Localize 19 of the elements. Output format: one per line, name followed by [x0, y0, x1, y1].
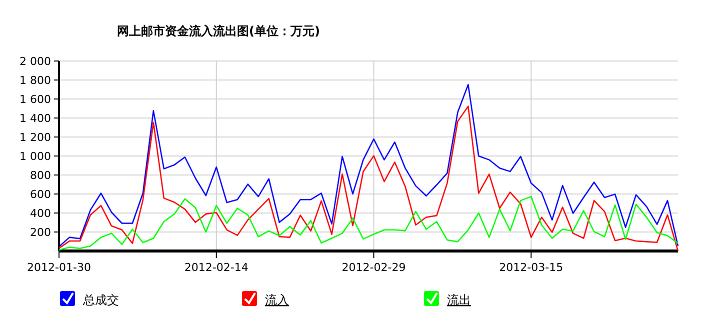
- y-tick-label: 2 000: [20, 55, 51, 68]
- x-tick-label: 2012-02-29: [342, 261, 406, 274]
- y-tick-label: 1 200: [20, 131, 51, 144]
- x-tick-label: 2012-03-15: [499, 261, 564, 274]
- x-tick-label: 2012-02-14: [184, 261, 248, 274]
- chart-title: 网上邮市资金流入流出图(单位：万元): [117, 24, 320, 38]
- y-tick-label: 1 600: [20, 93, 51, 106]
- y-tick-label: 1 800: [20, 74, 51, 87]
- legend-label: 总成交: [82, 293, 119, 307]
- y-tick-label: 200: [30, 226, 51, 239]
- y-tick-label: 400: [30, 207, 51, 220]
- legend-label: 流入: [265, 293, 289, 307]
- y-tick-label: 600: [30, 188, 51, 201]
- y-tick-label: 1 000: [20, 150, 51, 163]
- legend-label: 流出: [447, 293, 471, 307]
- y-tick-label: 1 400: [20, 112, 51, 125]
- y-tick-label: 800: [30, 169, 51, 182]
- line-series: [58, 84, 679, 248]
- x-tick-label: 2012-01-30: [27, 261, 91, 274]
